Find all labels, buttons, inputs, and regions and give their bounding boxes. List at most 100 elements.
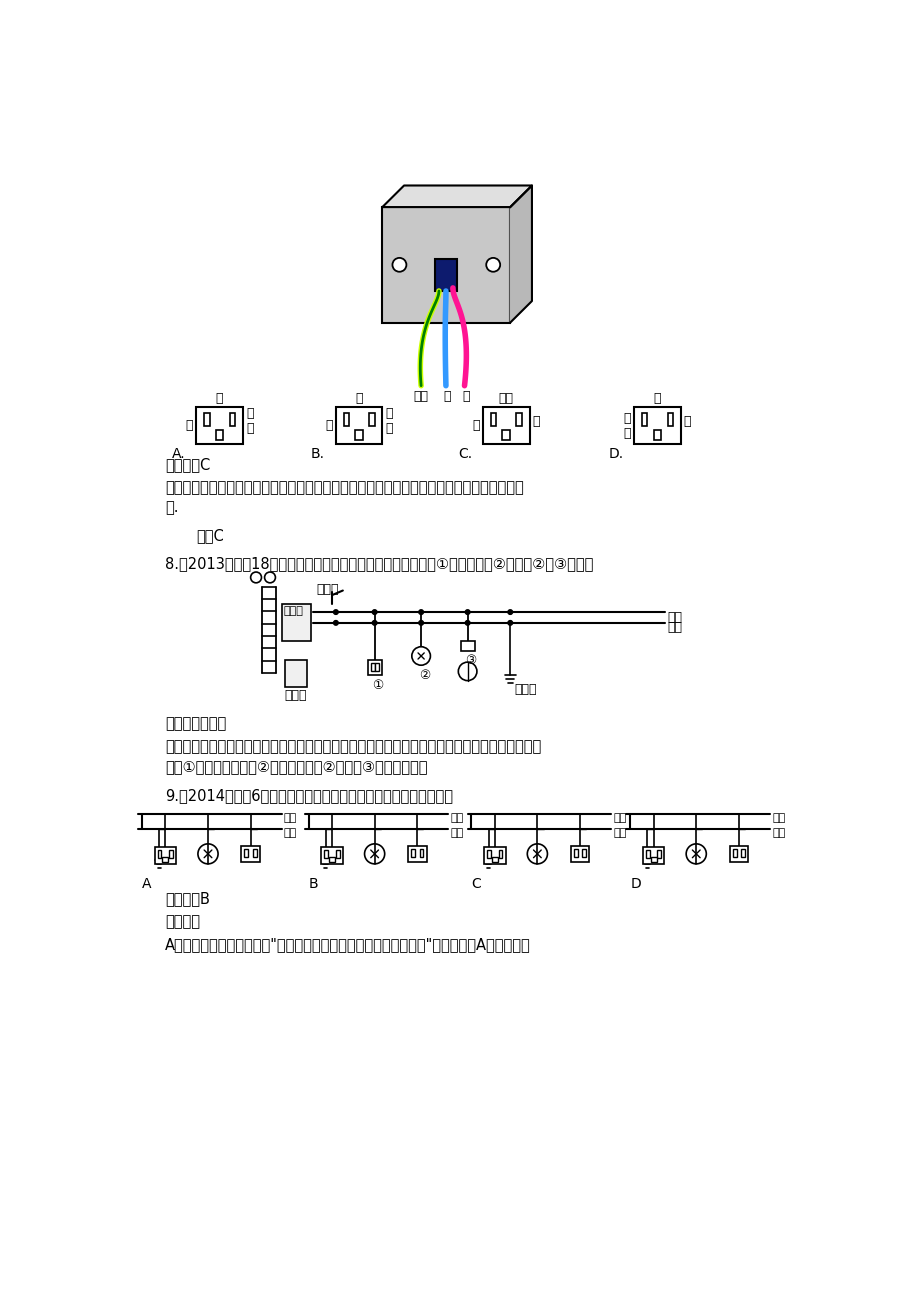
Circle shape — [465, 621, 470, 625]
Bar — [375, 663, 379, 671]
Text: 红: 红 — [216, 392, 223, 405]
Text: 黄
绿: 黄 绿 — [385, 408, 392, 435]
Bar — [741, 849, 744, 857]
Bar — [667, 414, 673, 426]
Bar — [645, 850, 649, 858]
Text: D: D — [630, 878, 641, 891]
Bar — [657, 850, 661, 858]
Text: C.: C. — [458, 448, 471, 461]
Bar — [486, 850, 491, 858]
Circle shape — [686, 844, 706, 863]
Circle shape — [418, 609, 423, 615]
Bar — [244, 849, 248, 857]
Bar — [241, 846, 260, 862]
Text: 【答案】并，串: 【答案】并，串 — [165, 716, 226, 730]
Circle shape — [418, 621, 423, 625]
Circle shape — [334, 621, 338, 625]
Text: ①: ① — [372, 680, 383, 693]
Text: 9.（2014天津，6）下列图形有关家庭电路的连接完全正确的是（）: 9.（2014天津，6）下列图形有关家庭电路的连接完全正确的是（） — [165, 789, 453, 803]
Bar — [323, 850, 328, 858]
Bar — [502, 431, 510, 440]
Bar — [369, 414, 374, 426]
Text: 火线: 火线 — [284, 812, 297, 823]
Text: ③: ③ — [465, 654, 476, 667]
Text: 红: 红 — [653, 392, 661, 405]
Text: 【解析】插座是三孔插座，上面的一孔接入黄绿色地线，左孔接入蓝色零线，右孔接入红色火: 【解析】插座是三孔插座，上面的一孔接入黄绿色地线，左孔接入蓝色零线，右孔接入红色… — [165, 480, 524, 495]
Text: 红: 红 — [532, 414, 539, 427]
Text: 【答案】C: 【答案】C — [165, 457, 210, 473]
Circle shape — [364, 844, 384, 863]
Circle shape — [372, 621, 377, 625]
Bar — [196, 408, 243, 444]
Bar — [482, 408, 529, 444]
Bar — [498, 850, 502, 858]
Text: 零线: 零线 — [771, 828, 785, 838]
Text: 蓝: 蓝 — [683, 414, 690, 427]
Circle shape — [507, 609, 512, 615]
Bar — [230, 414, 235, 426]
Text: 【解析】: 【解析】 — [165, 914, 200, 928]
Bar — [570, 846, 589, 862]
Circle shape — [527, 844, 547, 863]
Text: 蓝: 蓝 — [355, 392, 362, 405]
Circle shape — [198, 844, 218, 863]
Circle shape — [392, 258, 406, 272]
Text: 黄绿: 黄绿 — [414, 391, 428, 404]
Bar — [460, 641, 474, 651]
Text: 红: 红 — [325, 419, 333, 432]
Text: 总开关: 总开关 — [316, 583, 339, 596]
Bar — [253, 849, 256, 857]
Text: 接地线: 接地线 — [514, 684, 536, 697]
Bar — [491, 414, 495, 426]
Text: 线.: 线. — [165, 500, 178, 516]
Text: 零线: 零线 — [667, 621, 682, 634]
Bar — [419, 849, 423, 857]
Bar — [216, 431, 223, 440]
Polygon shape — [382, 185, 531, 207]
Bar — [382, 207, 510, 323]
Bar — [633, 408, 680, 444]
Text: 接入①插座的用电器和②灯泡为并联，②灯泡和③开关为串联。: 接入①插座的用电器和②灯泡为并联，②灯泡和③开关为串联。 — [165, 759, 427, 775]
Bar — [435, 259, 456, 290]
Text: 蓝: 蓝 — [186, 419, 193, 432]
Text: 故选C: 故选C — [196, 529, 224, 543]
Bar — [641, 414, 647, 426]
Bar — [281, 604, 311, 642]
Text: 黄
绿: 黄 绿 — [245, 408, 254, 435]
Text: 零线: 零线 — [284, 828, 297, 838]
Bar — [368, 660, 382, 676]
Bar — [204, 414, 210, 426]
Circle shape — [412, 647, 430, 665]
Circle shape — [465, 609, 470, 615]
Text: B: B — [309, 878, 318, 891]
Bar — [157, 850, 162, 858]
Bar — [732, 849, 736, 857]
Circle shape — [486, 258, 500, 272]
Text: 蓝: 蓝 — [443, 391, 450, 404]
Text: 零线: 零线 — [613, 828, 626, 838]
Bar — [729, 846, 747, 862]
Text: A.: A. — [172, 448, 186, 461]
Circle shape — [372, 609, 377, 615]
Text: 【答案】B: 【答案】B — [165, 891, 210, 906]
Circle shape — [265, 572, 275, 583]
Bar — [516, 414, 521, 426]
Text: 黄绿: 黄绿 — [498, 392, 514, 405]
Circle shape — [507, 621, 512, 625]
Bar — [411, 849, 414, 857]
Bar — [652, 431, 661, 440]
Text: 火线: 火线 — [771, 812, 785, 823]
Bar — [650, 857, 656, 862]
Text: A: A — [142, 878, 152, 891]
Bar — [370, 663, 374, 671]
Text: A、三孔插座的连接不符合"上孔接地线；左孔接零线；右孔接火线"的要求，故A接法错误；: A、三孔插座的连接不符合"上孔接地线；左孔接零线；右孔接火线"的要求，故A接法错… — [165, 937, 530, 952]
Bar — [321, 846, 343, 863]
Bar — [285, 660, 307, 686]
Text: 零线: 零线 — [450, 828, 463, 838]
Text: 电能表: 电能表 — [283, 605, 302, 616]
Bar — [169, 850, 173, 858]
Text: 【解析】家庭电路中各用电器间、插座间是并联，开关和用电器是串联的。家庭电路的组成，其中: 【解析】家庭电路中各用电器间、插座间是并联，开关和用电器是串联的。家庭电路的组成… — [165, 740, 541, 754]
Circle shape — [334, 609, 338, 615]
Text: 火线: 火线 — [667, 611, 682, 624]
Polygon shape — [510, 185, 531, 323]
